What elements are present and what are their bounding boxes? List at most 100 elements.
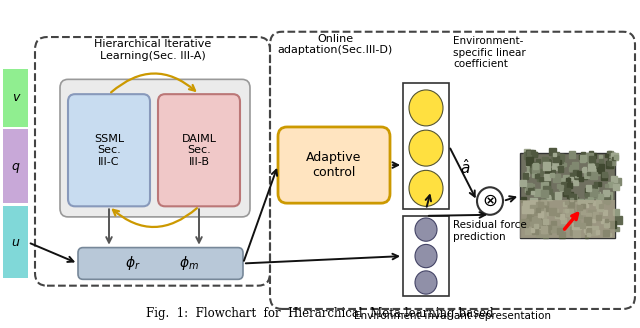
Bar [583, 167, 586, 170]
Circle shape [409, 130, 443, 166]
Bar [536, 229, 541, 235]
Bar [530, 168, 535, 173]
Bar [555, 214, 559, 218]
Bar [614, 155, 618, 159]
Bar [561, 184, 564, 188]
Bar [524, 183, 527, 187]
Bar [559, 232, 565, 238]
Bar [597, 168, 600, 171]
Bar [599, 159, 603, 163]
Bar [524, 149, 530, 155]
Bar [589, 166, 595, 172]
Text: Residual force
prediction: Residual force prediction [453, 220, 527, 242]
Bar [564, 188, 570, 194]
Bar [532, 224, 538, 230]
Bar [531, 191, 534, 194]
Bar [585, 199, 588, 202]
Bar [563, 209, 566, 212]
Bar [534, 153, 537, 156]
Bar [545, 163, 548, 166]
Bar [557, 160, 561, 164]
Bar [589, 151, 593, 155]
Bar [532, 217, 540, 225]
Bar [557, 154, 563, 159]
Bar [532, 227, 538, 234]
Bar [531, 206, 535, 210]
Bar [537, 178, 540, 181]
Bar [593, 213, 598, 218]
Bar [541, 182, 548, 189]
Bar [596, 192, 600, 196]
Bar [572, 211, 575, 214]
Bar [526, 183, 532, 190]
Bar [605, 192, 612, 199]
Bar [543, 186, 550, 194]
Bar [563, 175, 570, 182]
Bar [561, 182, 567, 189]
Bar [560, 186, 564, 191]
Bar [538, 202, 543, 208]
Bar [588, 199, 593, 203]
Bar [546, 229, 550, 234]
Bar [593, 193, 596, 196]
Bar [554, 209, 557, 213]
Bar [563, 163, 566, 166]
Bar [605, 154, 608, 157]
Bar [579, 177, 583, 181]
Bar [556, 162, 558, 165]
Bar [591, 185, 596, 191]
Bar [594, 170, 597, 174]
Text: q: q [12, 160, 19, 173]
Bar [538, 212, 543, 217]
Bar [566, 183, 572, 188]
Bar [607, 153, 614, 161]
Bar [568, 201, 574, 207]
Bar [541, 218, 544, 221]
Text: $\phi_r$: $\phi_r$ [125, 255, 140, 273]
Bar [572, 197, 577, 203]
Bar [589, 167, 595, 172]
Bar [556, 194, 559, 198]
Bar [607, 151, 611, 155]
Bar [546, 194, 552, 200]
Bar [557, 158, 560, 161]
Bar [606, 161, 613, 169]
Bar [527, 202, 534, 209]
Bar [598, 194, 603, 199]
Bar [3, 129, 28, 203]
Bar [520, 220, 523, 223]
Bar [552, 226, 557, 233]
Bar [534, 189, 541, 196]
Bar [575, 174, 579, 177]
Bar [585, 193, 589, 197]
Bar [526, 218, 533, 225]
Bar [581, 210, 585, 214]
FancyBboxPatch shape [278, 127, 390, 203]
Bar [581, 204, 585, 208]
Bar [543, 202, 548, 207]
Bar [540, 232, 545, 237]
Bar [528, 188, 532, 193]
Bar [605, 219, 608, 222]
Bar [539, 177, 543, 181]
Bar [526, 162, 531, 166]
Bar [615, 216, 622, 224]
Bar [586, 213, 591, 218]
Bar [553, 156, 559, 162]
Bar [531, 162, 536, 167]
Bar [554, 174, 561, 182]
Bar [584, 217, 591, 225]
Bar [558, 154, 564, 160]
Bar [596, 215, 601, 220]
Bar [542, 228, 546, 233]
Bar [600, 167, 604, 172]
Bar [599, 204, 603, 208]
Bar [536, 202, 543, 210]
Bar [609, 182, 613, 187]
Bar [561, 217, 566, 223]
Bar [563, 192, 566, 196]
Bar [559, 185, 563, 190]
Bar [531, 150, 535, 154]
Bar [552, 194, 557, 199]
Bar [567, 192, 573, 198]
